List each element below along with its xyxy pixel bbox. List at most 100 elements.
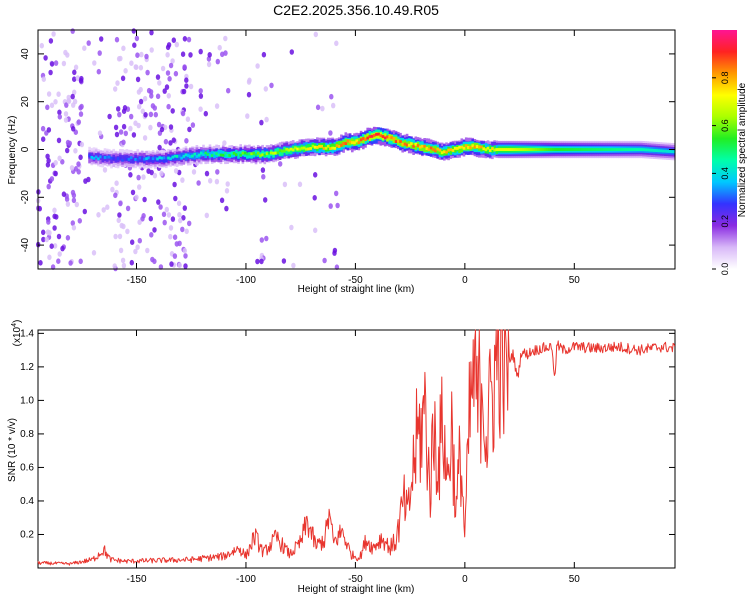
heatmap-ridge-cell [300,146,304,150]
heatmap-ridge-cell [526,148,529,151]
heatmap-ridge-cell [668,150,671,153]
heatmap-ridge-cell [219,153,223,157]
heatmap-cell [72,69,77,76]
heatmap-cell [264,235,269,242]
heatmap-cell [247,77,252,84]
heatmap-cell [40,125,46,132]
heatmap-cell [118,129,124,135]
heatmap-cell [168,225,174,231]
heatmap-ridge-cell [589,148,593,151]
heatmap-ridge-cell [609,148,612,151]
heatmap-cell [176,200,182,207]
heatmap-cell [63,49,68,56]
heatmap-ridge-cell [471,144,474,148]
colorbar-tick-label: 0.2 [720,215,730,228]
heatmap-ridge-cell [368,135,372,138]
heatmap-cell [157,80,162,86]
heatmap-cell [125,205,131,212]
heatmap-ridge-cell [429,146,433,150]
heatmap-ridge-cell [458,145,461,149]
heatmap-cell [163,138,169,145]
heatmap-ridge-cell [184,154,188,161]
heatmap-cell [214,103,220,109]
heatmap-cell [261,51,267,58]
heatmap-ridge-cell [175,154,179,158]
heatmap-ridge-cell [394,136,398,143]
heatmap-ridge-cell [121,155,124,162]
heatmap-cell [101,207,106,213]
heatmap-ridge-cell [97,153,100,160]
heatmap-cell [135,52,140,58]
heatmap-cell [134,35,140,42]
heatmap-ridge-cell [256,151,260,155]
heatmap-ridge-cell [412,144,415,148]
heatmap-ridge-cell [362,137,365,144]
heatmap-ridge-cell [666,149,669,153]
heatmap-ridge-cell [250,152,253,156]
colorbar-ramp [712,30,737,269]
heatmap-cell [39,42,44,49]
heatmap-cell [56,137,62,144]
heatmap-ridge-cell [440,151,444,155]
heatmap-cell [73,148,78,154]
heatmap-cell [142,196,147,203]
heatmap-cell [162,219,167,226]
heatmap-ridge-cell [594,148,597,151]
heatmap-ridge-cell [278,149,282,157]
heatmap-ridge-cell [108,155,111,159]
heatmap-cell [52,207,57,214]
heatmap-cell [187,126,192,133]
heatmap-cell [334,190,339,197]
heatmap-ridge-cell [326,144,330,148]
heatmap-cell [148,111,154,118]
heatmap-cell [71,102,76,108]
heatmap-cell [177,240,182,247]
heatmap-ridge-cell [149,157,153,161]
heatmap-cell [137,184,142,190]
heatmap-cell [182,36,188,42]
heatmap-cell [70,189,76,196]
heatmap-cell [60,245,65,252]
heatmap-cell [129,60,134,66]
heatmap-cell [128,172,133,178]
heatmap-ridge-cell [138,156,142,160]
heatmap-ridge-cell [640,148,643,151]
heatmap-cell [164,206,169,213]
heatmap-cell [113,192,118,199]
heatmap-cell [145,247,150,254]
heatmap-cell [226,87,231,94]
heatmap-cell [289,49,294,55]
heatmap-ridge-cell [246,152,249,159]
heatmap-cell [182,205,187,211]
heatmap-cell [114,131,120,138]
heatmap-cell [334,40,339,47]
y-tick-label: 0.6 [20,462,34,473]
heatmap-cell [143,112,148,118]
heatmap-cell [159,170,164,177]
heatmap-ridge-cell [302,146,306,150]
heatmap-ridge-cell [147,156,151,160]
heatmap-ridge-cell [331,146,334,150]
heatmap-ridge-cell [326,145,330,152]
heatmap-ridge-cell [418,145,422,149]
heatmap-ridge-cell [219,150,223,157]
heatmap-cell [44,236,49,243]
heatmap-cell [315,104,321,111]
heatmap-ridge-cell [574,148,577,151]
heatmap-cell [184,77,189,83]
heatmap-cell [113,86,118,92]
heatmap-cell [161,211,167,218]
x-tick-label: -150 [126,275,146,286]
heatmap-cell [61,60,67,67]
heatmap-ridge-cell [140,157,144,160]
heatmap-cell [145,69,150,76]
heatmap-cell [219,197,225,204]
heatmap-ridge-cell [502,148,505,151]
heatmap-cell [222,140,227,146]
heatmap-ridge-cell [362,137,365,140]
heatmap-cell [177,262,182,269]
heatmap-ridge-cell [278,149,282,152]
heatmap-cell [215,58,220,65]
heatmap-cell [46,219,51,225]
heatmap-ridge-cell [552,148,555,151]
